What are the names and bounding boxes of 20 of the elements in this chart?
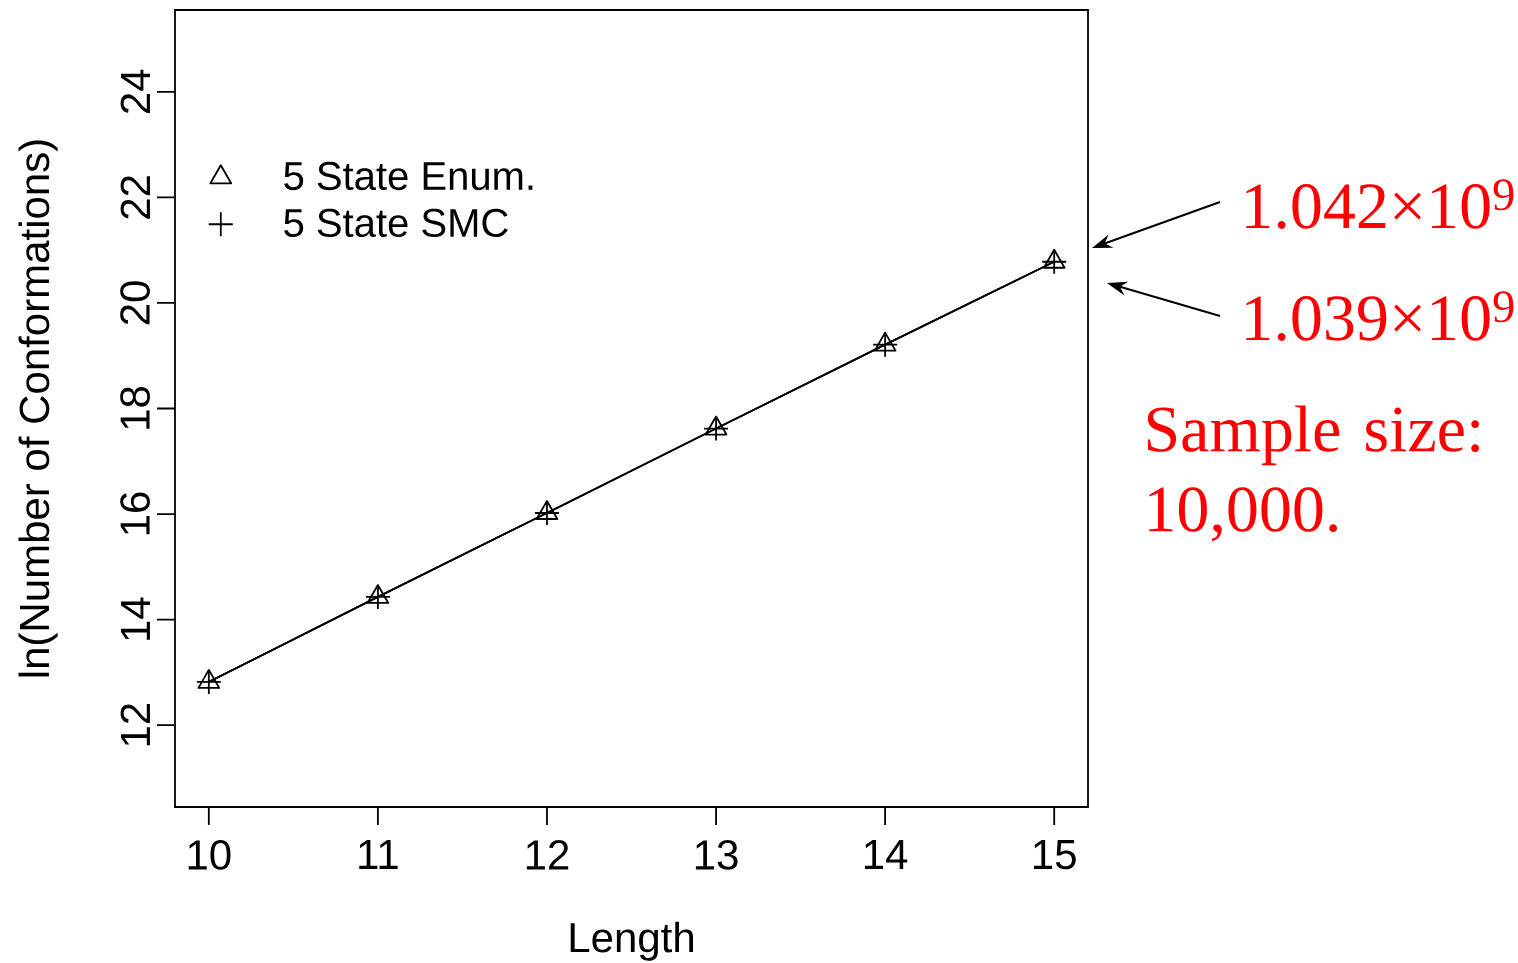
y-tick-label: 12 <box>120 703 150 746</box>
y-axis-title: ln(Number of Conformations) <box>18 140 58 677</box>
text: 1.042×10$^{9}$ <box>1246 179 1514 229</box>
y-tick-label: 24 <box>120 69 150 114</box>
x-tick-label: 14 <box>864 840 908 869</box>
y-tick-label: 14 <box>121 597 150 640</box>
x-tick-label: 10 <box>188 840 231 870</box>
legend-label: 5 State Enum. <box>284 161 533 191</box>
text: Sample size: 10,000. <box>1147 405 1480 542</box>
y-tick-label: 16 <box>120 492 150 535</box>
x-tick-label: 15 <box>1034 840 1076 870</box>
y-tick-label: 22 <box>120 176 150 219</box>
text: 1.039×10$^{9}$ <box>1246 291 1514 341</box>
x-tick-label: 12 <box>526 840 569 870</box>
legend-label: 5 State SMC <box>284 208 508 238</box>
x-tick-label: 11 <box>359 840 398 869</box>
x-axis-title: Length <box>570 921 693 961</box>
y-tick-label: 18 <box>120 386 150 429</box>
x-tick-label: 13 <box>695 840 738 870</box>
y-tick-label: 20 <box>120 281 150 325</box>
